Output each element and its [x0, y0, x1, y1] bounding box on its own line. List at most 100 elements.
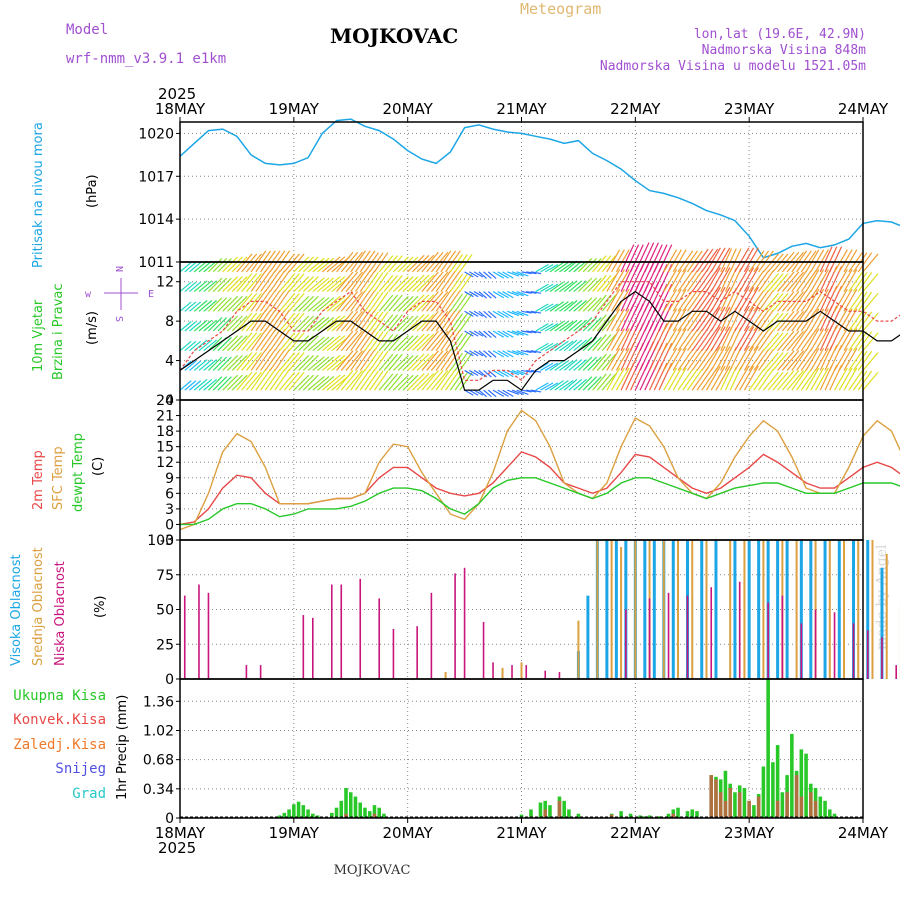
wind-arrow [179, 301, 192, 312]
wind-arrow [668, 249, 682, 273]
wind-arrow [445, 270, 461, 292]
wind-arrow [796, 329, 812, 352]
wind-arrow [810, 328, 825, 352]
wind-arrow [526, 271, 537, 275]
wind-arrow [639, 242, 655, 273]
wind-arrow [549, 380, 565, 391]
precip-conv-bar [557, 800, 562, 818]
wind-arrow [189, 340, 202, 352]
wind-arrow [843, 328, 858, 352]
wind-arrow [359, 309, 376, 332]
x-tick-label-bottom: 21MAY [496, 824, 547, 842]
wind-arrow [293, 355, 310, 371]
wind-arrow [734, 365, 750, 391]
wind-arrow [853, 331, 868, 352]
precip-total-bar [296, 801, 301, 818]
wind-arrow [241, 273, 258, 292]
wind-arrow [487, 310, 497, 319]
wind-arrow [815, 288, 829, 312]
footer-station: MOJKOVAC [334, 863, 411, 878]
wind-arrow [184, 380, 197, 391]
wind-arrow [672, 288, 687, 312]
wind-arrow [236, 332, 253, 352]
wind-arrow [511, 350, 524, 356]
wind-arrow [696, 307, 714, 332]
wind-arrow [696, 327, 714, 352]
wind-arrow [535, 323, 549, 332]
wind-arrow [227, 256, 243, 273]
wind-arrow [696, 347, 714, 371]
wind-arrow [383, 334, 399, 352]
wind-arrow [720, 248, 733, 273]
wind-arrow [217, 297, 232, 312]
wind-arrow [853, 350, 868, 371]
wind-arrow [326, 315, 346, 332]
wind-arrow [502, 330, 514, 338]
wind-arrow [720, 327, 733, 351]
wind-arrow [336, 271, 354, 292]
wind-arrow [705, 365, 721, 391]
wind-arrow [469, 389, 479, 396]
wind-arrow [701, 268, 719, 292]
wind-arrow [587, 376, 602, 391]
wind-arrow [241, 332, 258, 352]
wind-arrow [777, 370, 795, 391]
wind-arrow [388, 274, 403, 292]
wind-arrow [321, 354, 341, 371]
wind-arrow [687, 368, 703, 391]
wind-arrow [179, 380, 192, 391]
wind-arrow [739, 346, 755, 371]
wind-arrow [834, 328, 848, 352]
precip-unit: 1hr Precip (mm) [115, 695, 130, 800]
wind-arrow [526, 389, 537, 393]
wind-arrow [729, 366, 742, 391]
wind-arrow [189, 281, 202, 293]
wind-arrow [279, 332, 296, 352]
precip-conv-bar [809, 792, 813, 818]
wind-arrow [298, 295, 314, 312]
wind-arrow [582, 257, 598, 273]
wind-arrow [815, 308, 829, 332]
wind-arrow [279, 253, 296, 273]
precip-conv-bar [709, 775, 714, 818]
wind-arrow [449, 293, 464, 312]
wind-arrow [535, 342, 549, 352]
wind-arrow [762, 371, 779, 391]
wind-arrow [800, 270, 817, 292]
wind-arrow [696, 248, 714, 273]
wind-arrow [815, 347, 829, 371]
wind-arrow [283, 352, 300, 371]
wind-arrow [577, 257, 593, 273]
temp-ylabel-1: 2m Temp [31, 450, 46, 510]
precip-total-bar [771, 762, 775, 818]
wind-arrow [815, 367, 829, 391]
wind-arrow [559, 281, 574, 293]
precip-conv-bar [344, 813, 348, 818]
wind-arrow [393, 374, 409, 391]
wind-arrow [345, 370, 363, 391]
wind-arrow [715, 286, 731, 312]
wind-arrow [511, 330, 524, 336]
wind-arrow [810, 249, 825, 273]
wind-arrow [715, 346, 731, 371]
wind-arrow [682, 289, 698, 312]
wind-arrow [838, 347, 853, 371]
wind-arrow [559, 301, 574, 312]
precip-total-bar [685, 811, 690, 818]
wind-arrow [767, 371, 784, 391]
wind-arrow [208, 376, 223, 391]
wind-arrow [435, 349, 452, 371]
wind-arrow [469, 310, 479, 317]
wind-arrow [407, 353, 425, 371]
wind-arrow [535, 264, 549, 273]
wind-arrow [682, 368, 698, 391]
wind-arrow [544, 362, 559, 371]
wind-arrow [772, 371, 789, 391]
wind-arrow [497, 369, 509, 378]
wind-arrow [677, 309, 694, 332]
wind-arrow [563, 319, 578, 332]
wind-arrow [388, 294, 403, 312]
precip-total-bar [301, 805, 306, 818]
wind-arrow [601, 353, 617, 371]
precip-total-bar [529, 809, 533, 818]
